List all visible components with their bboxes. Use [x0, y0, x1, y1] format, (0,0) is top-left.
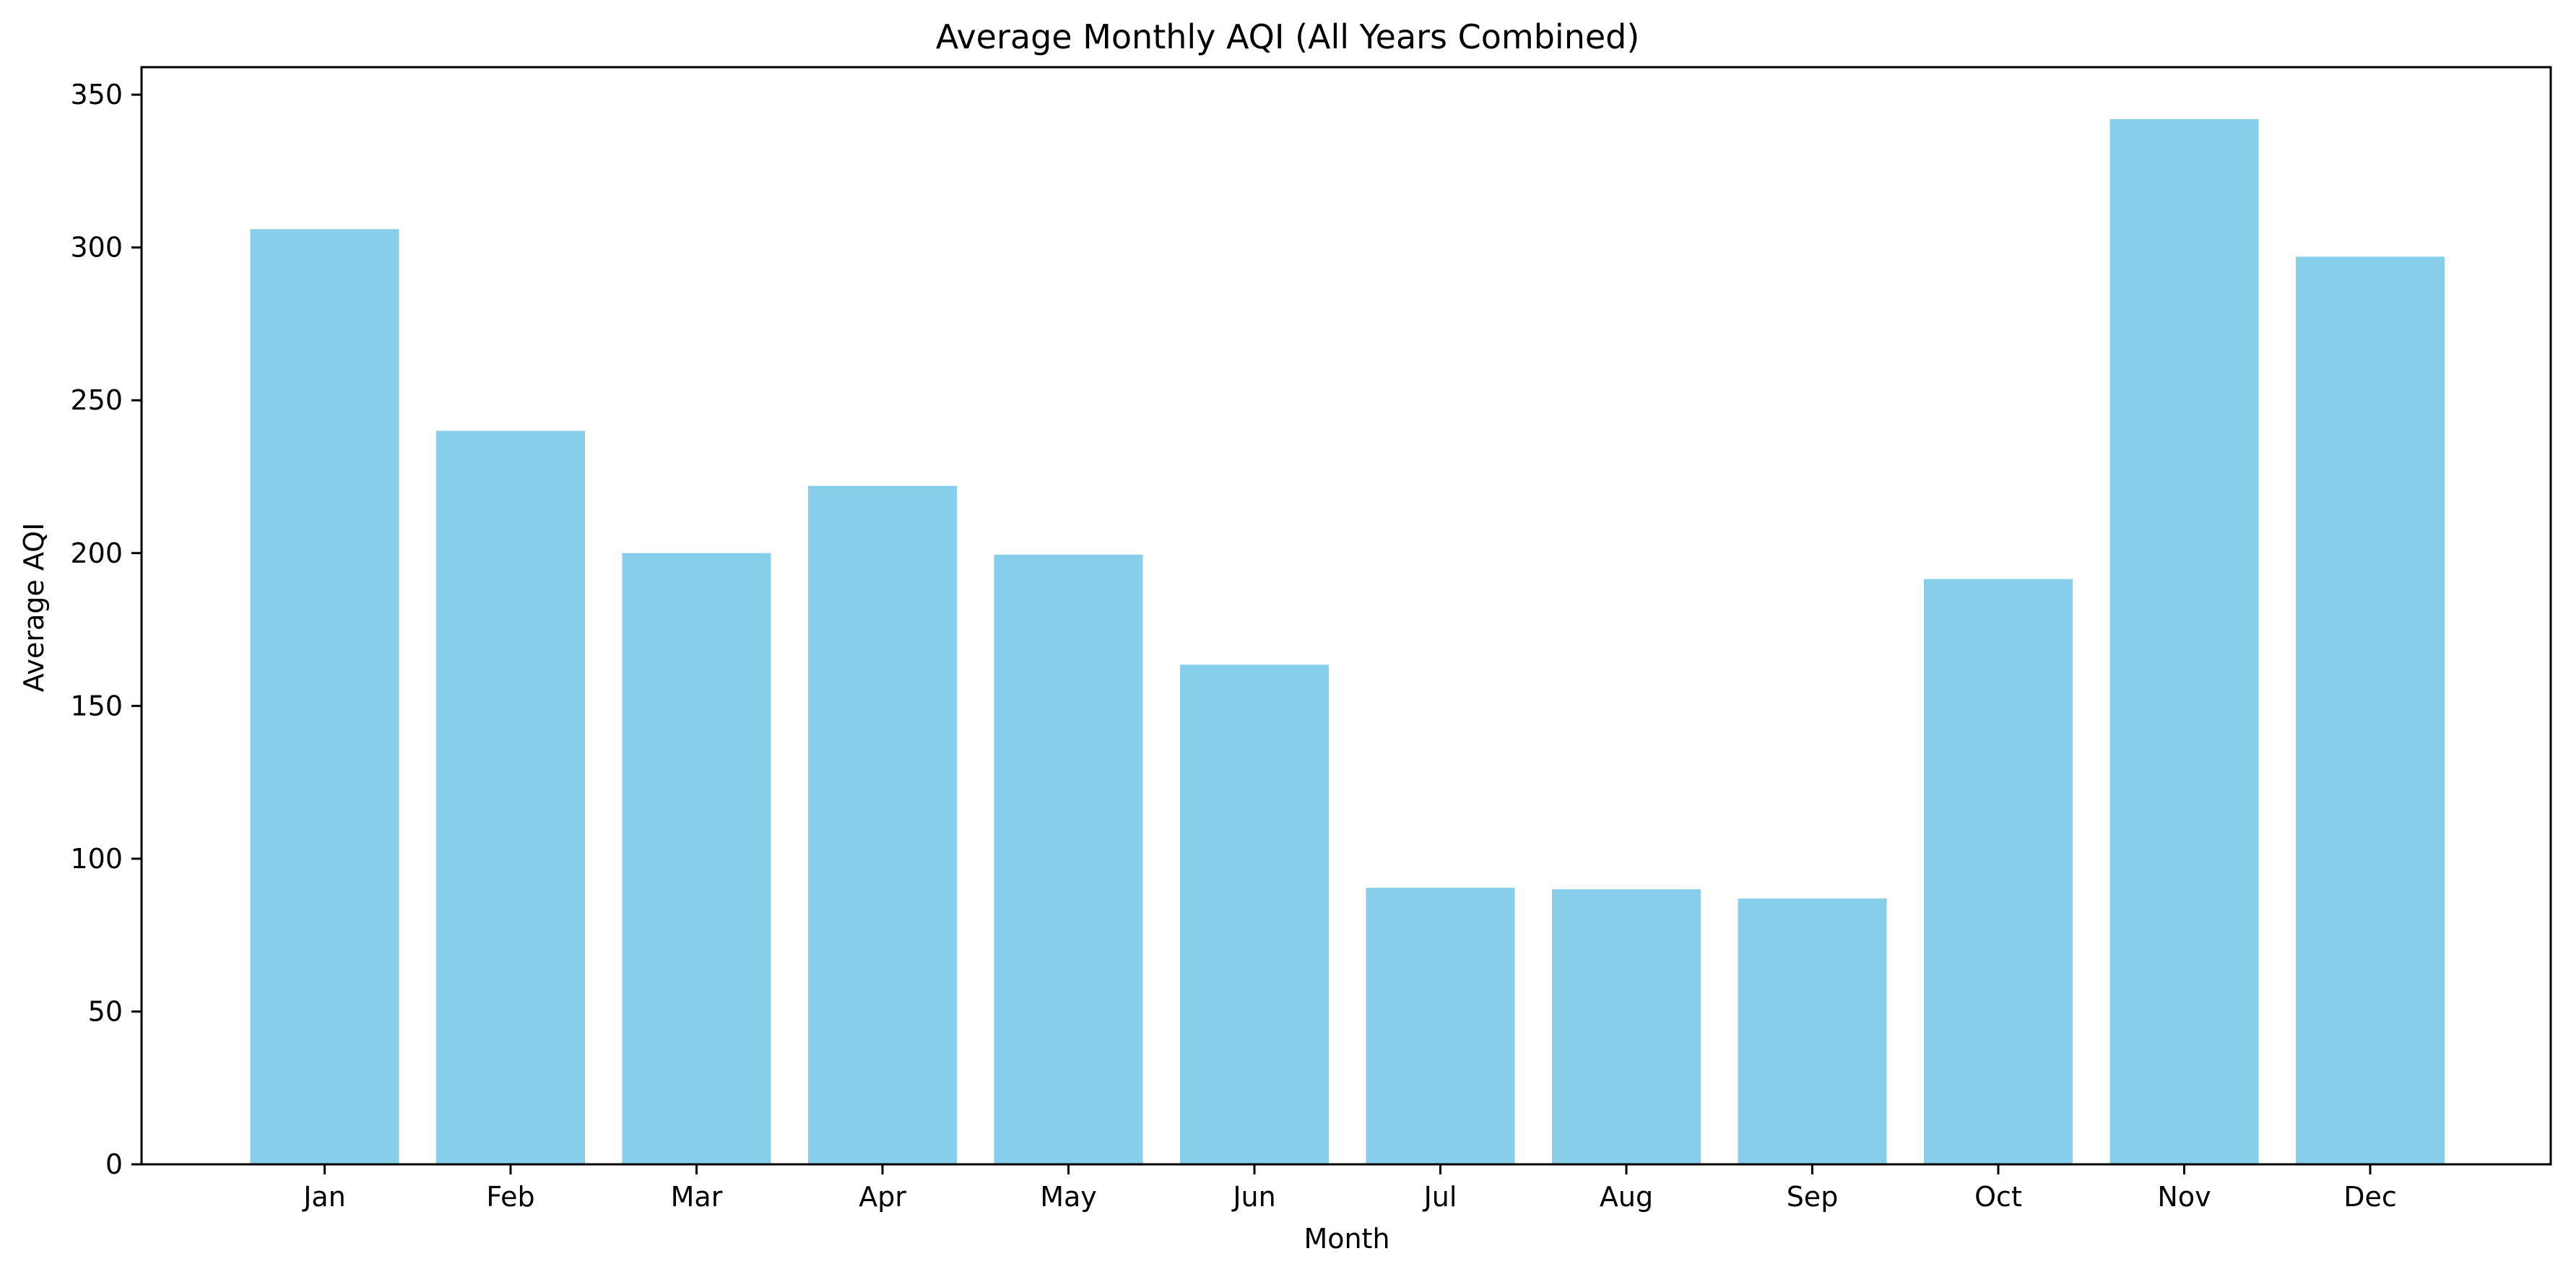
bar-dec — [2296, 256, 2445, 1165]
bar-jul — [1366, 888, 1515, 1164]
y-tick-label: 350 — [70, 79, 123, 111]
x-tick-label: Jan — [302, 1181, 346, 1213]
x-tick-label: Mar — [671, 1181, 723, 1213]
bar-nov — [2109, 118, 2259, 1164]
x-tick-label: Dec — [2343, 1181, 2397, 1213]
plot-frame — [140, 66, 2552, 1166]
bars-group — [250, 118, 2445, 1165]
bar-jan — [250, 229, 399, 1165]
bar-mar — [622, 553, 771, 1164]
y-tick-label: 50 — [88, 995, 123, 1027]
x-axis-title: Month — [1304, 1223, 1389, 1255]
x-tick-label: Aug — [1600, 1181, 1653, 1213]
y-tick-label: 300 — [70, 232, 123, 264]
x-tick-label: Jul — [1423, 1181, 1457, 1213]
x-axis-ticks: Jan Feb Mar Apr May Jun Jul Aug Sep Oct Nov Dec — [302, 1164, 2397, 1213]
bar-oct — [1924, 579, 2073, 1164]
y-tick-label: 0 — [105, 1148, 123, 1180]
y-tick-label: 100 — [70, 843, 123, 875]
x-tick-label: Sep — [1787, 1181, 1839, 1213]
y-tick-label: 200 — [70, 537, 123, 569]
x-tick-label: Nov — [2157, 1181, 2211, 1213]
bar-jun — [1180, 665, 1329, 1164]
y-axis-ticks: 0 50 100 150 200 250 300 350 — [70, 79, 142, 1180]
y-tick-label: 150 — [70, 690, 123, 722]
y-axis-title: Average AQI — [18, 523, 50, 693]
bar-apr — [808, 485, 957, 1164]
x-tick-label: Oct — [1974, 1181, 2022, 1213]
x-tick-label: Feb — [486, 1181, 534, 1213]
bar-feb — [436, 430, 585, 1164]
x-tick-label: Apr — [859, 1181, 906, 1213]
x-tick-label: Jun — [1231, 1181, 1275, 1213]
chart-title: Average Monthly AQI (All Years Combined) — [936, 17, 1640, 56]
bar-may — [994, 554, 1143, 1164]
y-tick-label: 250 — [70, 384, 123, 416]
x-tick-label: May — [1040, 1181, 1097, 1213]
bar-aug — [1552, 889, 1701, 1164]
bar-sep — [1738, 898, 1887, 1164]
